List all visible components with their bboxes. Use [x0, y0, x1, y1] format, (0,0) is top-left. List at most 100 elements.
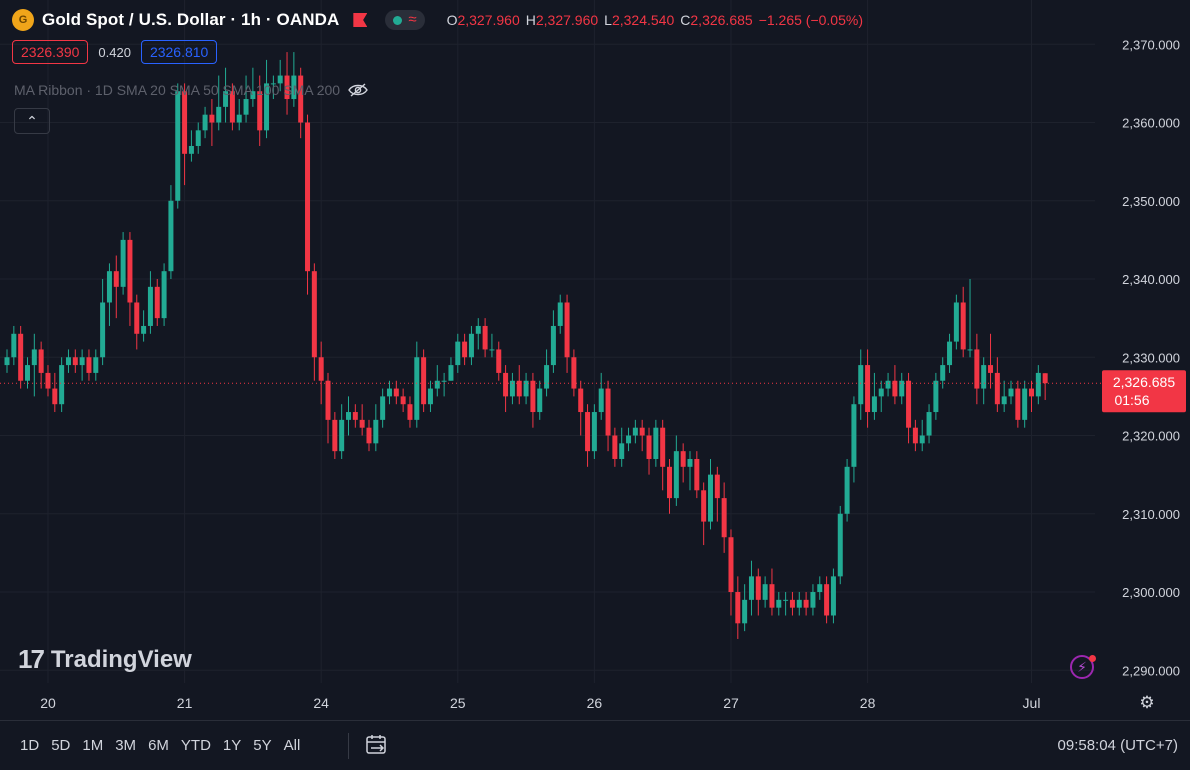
candle[interactable] — [24, 357, 30, 389]
candle[interactable] — [612, 427, 618, 467]
indicator-legend[interactable]: MA Ribbon · 1D SMA 20 SMA 50 SMA 100 SMA… — [14, 82, 368, 98]
candle[interactable] — [1001, 380, 1007, 413]
range-button-6m[interactable]: 6M — [148, 737, 169, 754]
candle[interactable] — [673, 435, 679, 506]
candle[interactable] — [714, 466, 720, 522]
candle[interactable] — [31, 333, 37, 397]
candle[interactable] — [988, 333, 994, 389]
candle[interactable] — [373, 404, 379, 452]
candle[interactable] — [346, 396, 351, 436]
candle[interactable] — [796, 592, 802, 616]
candle[interactable] — [851, 396, 857, 483]
candle[interactable] — [789, 592, 795, 616]
candle[interactable] — [783, 592, 789, 616]
candle[interactable] — [161, 263, 167, 326]
range-button-1m[interactable]: 1M — [82, 737, 104, 754]
candle[interactable] — [434, 365, 440, 397]
candle[interactable] — [585, 404, 591, 467]
candle[interactable] — [318, 341, 324, 405]
candle[interactable] — [646, 427, 652, 475]
candle[interactable] — [386, 380, 392, 405]
candle[interactable] — [591, 404, 597, 459]
candle[interactable] — [298, 67, 304, 139]
range-button-1d[interactable]: 1D — [20, 737, 40, 754]
candle[interactable] — [52, 372, 58, 413]
candle[interactable] — [830, 568, 836, 624]
candle[interactable] — [209, 99, 215, 146]
candle[interactable] — [455, 333, 461, 373]
candle[interactable] — [421, 349, 427, 413]
candle[interactable] — [639, 419, 645, 452]
candle[interactable] — [858, 349, 864, 420]
candle[interactable] — [619, 427, 625, 467]
candle[interactable] — [147, 271, 153, 334]
candle[interactable] — [441, 372, 447, 397]
candle[interactable] — [571, 349, 577, 397]
candle[interactable] — [154, 279, 160, 326]
candle[interactable] — [742, 584, 748, 632]
candle[interactable] — [475, 318, 481, 350]
candle[interactable] — [325, 372, 331, 444]
candle[interactable] — [776, 592, 782, 616]
candle[interactable] — [817, 576, 823, 600]
candle[interactable] — [243, 75, 249, 123]
candle[interactable] — [605, 380, 611, 452]
candle[interactable] — [427, 380, 433, 413]
candle[interactable] — [1022, 380, 1028, 428]
candle[interactable] — [106, 263, 112, 326]
candle[interactable] — [257, 75, 263, 146]
candle[interactable] — [871, 372, 877, 420]
candle[interactable] — [229, 83, 235, 131]
candle[interactable] — [496, 341, 502, 381]
lightning-icon[interactable]: ⚡ — [1070, 655, 1096, 679]
candle[interactable] — [1015, 380, 1021, 428]
candle[interactable] — [632, 419, 638, 444]
candle[interactable] — [981, 357, 987, 405]
candle[interactable] — [503, 365, 509, 413]
candle[interactable] — [735, 576, 741, 639]
candle[interactable] — [86, 349, 92, 381]
candle[interactable] — [216, 75, 222, 131]
candle[interactable] — [803, 592, 809, 616]
candle[interactable] — [18, 325, 24, 389]
candle[interactable] — [134, 294, 140, 350]
candle[interactable] — [393, 380, 399, 405]
settings-gear-icon[interactable]: ⚙ — [1139, 693, 1155, 712]
candle[interactable] — [1029, 380, 1034, 413]
candle[interactable] — [380, 388, 386, 428]
candle[interactable] — [277, 59, 283, 92]
market-status-icon[interactable]: ≈ — [385, 10, 425, 30]
candle[interactable] — [141, 310, 147, 342]
candle[interactable] — [947, 333, 953, 373]
candle[interactable] — [694, 451, 700, 499]
candle[interactable] — [824, 576, 830, 624]
candle[interactable] — [223, 67, 229, 123]
candle[interactable] — [332, 412, 338, 459]
candle[interactable] — [728, 529, 734, 616]
candle[interactable] — [359, 404, 365, 436]
candle[interactable] — [175, 83, 181, 209]
candle[interactable] — [182, 83, 188, 186]
candle[interactable] — [127, 232, 133, 326]
candle[interactable] — [762, 576, 768, 608]
candle[interactable] — [769, 568, 775, 616]
candle[interactable] — [59, 357, 65, 413]
candle[interactable] — [544, 349, 550, 397]
candle[interactable] — [899, 372, 905, 405]
candle[interactable] — [311, 263, 317, 381]
candle[interactable] — [38, 341, 44, 389]
candle[interactable] — [489, 333, 495, 358]
candle[interactable] — [270, 75, 276, 100]
candle[interactable] — [4, 349, 10, 373]
candle[interactable] — [953, 294, 959, 350]
candle[interactable] — [687, 451, 693, 491]
candle[interactable] — [865, 349, 871, 428]
candle[interactable] — [414, 341, 420, 428]
candle[interactable] — [564, 294, 570, 373]
candle[interactable] — [1008, 380, 1014, 405]
buy-button[interactable]: 2326.810 — [140, 40, 218, 64]
sell-button[interactable]: 2326.390 — [12, 40, 89, 64]
candle[interactable] — [960, 286, 966, 358]
candle[interactable] — [250, 67, 256, 107]
range-button-1y[interactable]: 1Y — [222, 737, 242, 754]
